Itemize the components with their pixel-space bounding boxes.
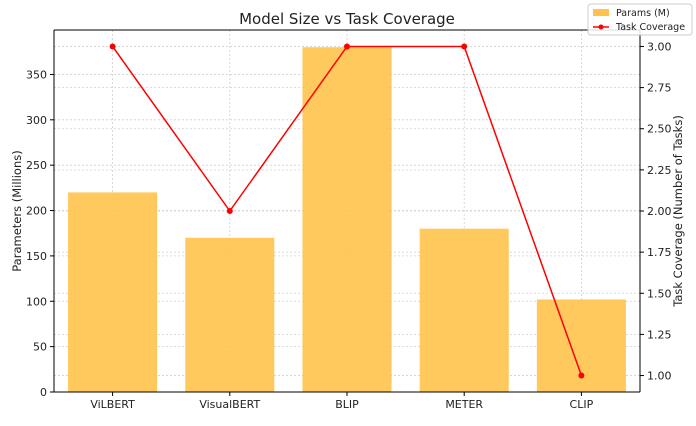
y-axis-label: Parameters (Millions)	[10, 150, 24, 271]
right-tick-label: 2.75	[647, 82, 672, 95]
right-tick-label: 2.25	[647, 164, 672, 177]
left-tick-label: 250	[26, 159, 47, 172]
x-tick-label: BLIP	[335, 398, 359, 411]
x-tick-label: METER	[445, 398, 483, 411]
right-tick-label: 1.25	[647, 328, 672, 341]
left-tick-label: 0	[40, 386, 47, 399]
left-tick-label: 350	[26, 68, 47, 81]
line-point	[226, 208, 233, 214]
left-tick-label: 150	[26, 250, 47, 263]
chart-title: Model Size vs Task Coverage	[239, 10, 455, 28]
right-tick-label: 3.00	[647, 40, 672, 53]
legend-label-coverage: Task Coverage	[615, 22, 685, 33]
x-tick-label: VisualBERT	[199, 398, 260, 411]
bar	[419, 228, 509, 392]
right-axis-ticks: 1.00 1.25 1.50 1.75 2.00 2.25 2.50 2.75 3.00	[640, 40, 672, 383]
right-tick-label: 2.00	[647, 205, 672, 218]
line-series	[109, 43, 585, 379]
bars	[68, 47, 626, 392]
bar	[302, 47, 392, 392]
x-tick-label: CLIP	[570, 398, 594, 411]
x-axis-ticks: ViLBERT VisualBERT BLIP METER CLIP	[90, 392, 594, 411]
right-tick-label: 1.00	[647, 370, 672, 383]
line-point	[344, 43, 350, 50]
left-tick-label: 100	[26, 295, 47, 308]
right-tick-label: 1.75	[647, 246, 672, 259]
y2-axis-label: Task Coverage (Number of Tasks)	[671, 115, 685, 308]
legend-label-params: Params (M)	[616, 8, 670, 19]
legend: Params (M) Task Coverage	[587, 3, 693, 36]
line-point	[109, 43, 116, 50]
x-tick-label: ViLBERT	[90, 398, 135, 411]
left-axis-ticks: 0 50 100 150 200 250 300 350	[26, 68, 54, 399]
line-point	[578, 372, 585, 379]
bar	[185, 237, 275, 392]
right-tick-label: 1.50	[647, 287, 672, 300]
bar	[68, 192, 158, 392]
left-tick-label: 300	[26, 114, 47, 127]
right-tick-label: 2.50	[647, 123, 672, 136]
legend-swatch-bar	[593, 9, 609, 16]
legend-swatch-marker	[598, 24, 604, 30]
line-point	[461, 43, 468, 50]
left-tick-label: 200	[26, 205, 47, 218]
left-tick-label: 50	[33, 341, 47, 354]
legend-box	[587, 3, 693, 36]
